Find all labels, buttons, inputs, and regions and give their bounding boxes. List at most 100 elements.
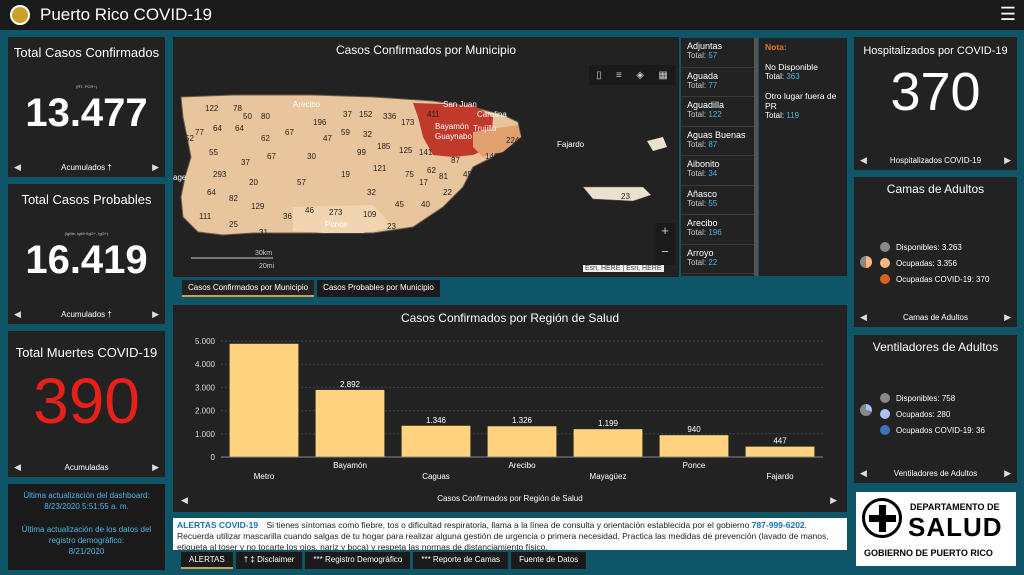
tab-beds-report[interactable]: *** Reporte de Camas xyxy=(413,552,509,569)
map-count-label: 32 xyxy=(367,188,376,197)
kpi-value: 370 xyxy=(890,62,981,122)
kpi-footer-label: Acumulados † xyxy=(61,163,112,172)
tab-disclaimer[interactable]: † ‡ Disclaimer xyxy=(235,552,303,569)
legend-item: Disponibles: 758 xyxy=(880,390,985,406)
municipality-name: Aguada xyxy=(687,70,719,81)
hamburger-menu-icon[interactable]: ☰ xyxy=(999,4,1016,24)
prev-arrow-icon[interactable]: ◀ xyxy=(860,155,867,165)
map-count-label: 293 xyxy=(213,170,227,179)
prev-arrow-icon[interactable]: ◀ xyxy=(860,468,867,478)
chart-title: Casos Confirmados por Región de Salud xyxy=(400,311,620,325)
prev-arrow-icon[interactable]: ◀ xyxy=(860,312,867,322)
prev-arrow-icon[interactable]: ◀ xyxy=(14,309,21,319)
next-arrow-icon[interactable]: ▶ xyxy=(1004,468,1011,478)
map-count-label: 37 xyxy=(241,158,250,167)
alerts-phone[interactable]: 787-999-6202 xyxy=(751,520,805,530)
municipality-name: Aguadilla xyxy=(687,100,725,110)
zoom-out-button[interactable]: − xyxy=(661,244,669,259)
municipality-item[interactable]: Arroyo Total: 22 xyxy=(681,245,755,274)
map-count-label: 224 xyxy=(506,136,520,145)
legend-value: 36 xyxy=(976,425,985,435)
total-label: Total: xyxy=(687,228,707,237)
map-count-label: 70 xyxy=(569,128,578,137)
municipality-item[interactable]: Aguada Total: 77 xyxy=(681,68,755,97)
update-line: 8/23/2020 5:51:55 a. m. xyxy=(44,502,129,511)
next-arrow-icon[interactable]: ▶ xyxy=(1004,155,1011,165)
map-count-label: 78 xyxy=(233,104,242,113)
prev-arrow-icon[interactable]: ◀ xyxy=(14,162,21,172)
map-count-label: 99 xyxy=(491,186,500,195)
update-line: 8/21/2020 xyxy=(68,547,105,556)
bookmark-icon[interactable]: ▯ xyxy=(596,69,602,81)
note-total-label: Total: xyxy=(765,111,785,120)
legend-item: Ocupados COVID-19: 36 xyxy=(880,422,985,438)
ventilators-panel: Ventiladores de Adultos Disponibles: 758… xyxy=(854,335,1017,483)
logo-line: GOBIERNO DE PUERTO RICO xyxy=(864,548,993,558)
total-label: Total: xyxy=(687,139,707,149)
map-count-label: 47 xyxy=(487,174,496,183)
layers-icon[interactable]: ◈ xyxy=(636,69,644,81)
kpi-footer: ◀ Acumulados † ▶ xyxy=(8,309,165,320)
tab-probable-by-municipality[interactable]: Casos Probables por Municipio xyxy=(317,280,440,297)
kpi-title: Total Casos Confirmados xyxy=(13,45,160,60)
y-tick-label: 0 xyxy=(211,453,216,462)
municipality-item[interactable]: Aibonito Total: 34 xyxy=(681,156,755,186)
municipality-item[interactable]: Aguadilla Total: 122 xyxy=(681,97,755,127)
update-line: Última actualización del dashboard: xyxy=(23,491,150,500)
bar-value-label: 1.199 xyxy=(598,419,619,428)
map-count-label: 121 xyxy=(373,164,387,173)
next-arrow-icon[interactable]: ▶ xyxy=(152,309,159,319)
prev-arrow-icon[interactable]: ◀ xyxy=(14,462,21,472)
municipality-list[interactable]: Adjuntas Total: 57 Aguada Total: 77 Aguadill… xyxy=(681,38,755,276)
map-count-label: 22 xyxy=(467,220,476,229)
bar-value-label: 447 xyxy=(773,437,787,446)
map-count-label: 453 xyxy=(463,170,477,179)
legend-label: Ocupados COVID-19: xyxy=(896,425,974,435)
list-scrollbar[interactable] xyxy=(754,38,758,276)
kpi-footer-label: Camas de Adultos xyxy=(903,313,968,322)
tab-confirmed-by-municipality[interactable]: Casos Confirmados por Municipio xyxy=(182,280,315,297)
tab-alerts[interactable]: ALERTAS xyxy=(181,552,233,569)
map-count-label: 51 xyxy=(477,206,486,215)
map-count-label: 411 xyxy=(427,110,440,119)
map-toolbar: ▯ ≡ ◈ ▦ xyxy=(589,65,675,85)
legend-value: 3.263 xyxy=(941,242,962,252)
bar-value-label: 1.346 xyxy=(426,416,447,425)
municipality-item[interactable]: Añasco Total: 55 xyxy=(681,186,755,215)
map-count-label: 21 xyxy=(503,202,512,211)
tab-data-sources[interactable]: Fuente de Datos xyxy=(511,552,587,569)
next-arrow-icon[interactable]: ▶ xyxy=(152,462,159,472)
qr-icon[interactable]: ▦ xyxy=(658,69,668,81)
chart-prev-arrow-icon[interactable]: ◀ xyxy=(181,495,188,505)
map-count-label: 57 xyxy=(297,178,306,187)
next-arrow-icon[interactable]: ▶ xyxy=(152,162,159,172)
map-count-label: 17 xyxy=(419,178,428,187)
municipality-item[interactable]: Aguas Buenas Total: 87 xyxy=(681,127,755,156)
legend-item: Ocupados: 280 xyxy=(880,406,985,422)
municipality-item[interactable]: Adjuntas Total: 57 xyxy=(681,38,755,68)
municipality-name: Añasco xyxy=(687,188,718,199)
legend-label: Disponibles: xyxy=(896,242,940,252)
app-title: Puerto Rico COVID-19 xyxy=(40,5,212,24)
municipality-name: Aibonito xyxy=(687,159,720,169)
legend-label: Disponibles: xyxy=(896,393,940,403)
tab-demographic-registry[interactable]: *** Registro Demográfico xyxy=(305,552,411,569)
map-count-label: 32 xyxy=(363,130,372,139)
scale-mi-label: 20mi xyxy=(259,263,275,270)
chart-next-arrow-icon[interactable]: ▶ xyxy=(830,495,837,505)
map-count-label: 122 xyxy=(205,104,219,113)
municipality-map[interactable]: 122 78 52 77 64 64 50 80 196 37 152 336 … xyxy=(173,37,679,277)
next-arrow-icon[interactable]: ▶ xyxy=(1004,312,1011,322)
beds-pie-chart xyxy=(860,256,872,269)
map-count-label: 31 xyxy=(259,228,268,237)
map-count-label: 30 xyxy=(307,152,316,161)
map-count-label: 29 xyxy=(567,156,576,165)
list-icon[interactable]: ≡ xyxy=(616,69,622,81)
map-count-label: 56 xyxy=(445,220,454,229)
zoom-in-button[interactable]: + xyxy=(661,223,669,238)
map-count-label: 80 xyxy=(261,112,270,121)
municipality-item[interactable]: Arecibo Total: 196 xyxy=(681,215,755,245)
map-count-label: 21 xyxy=(503,216,512,225)
map-place-label: Trujillo xyxy=(473,124,497,133)
map-count-label: 75 xyxy=(405,170,414,179)
